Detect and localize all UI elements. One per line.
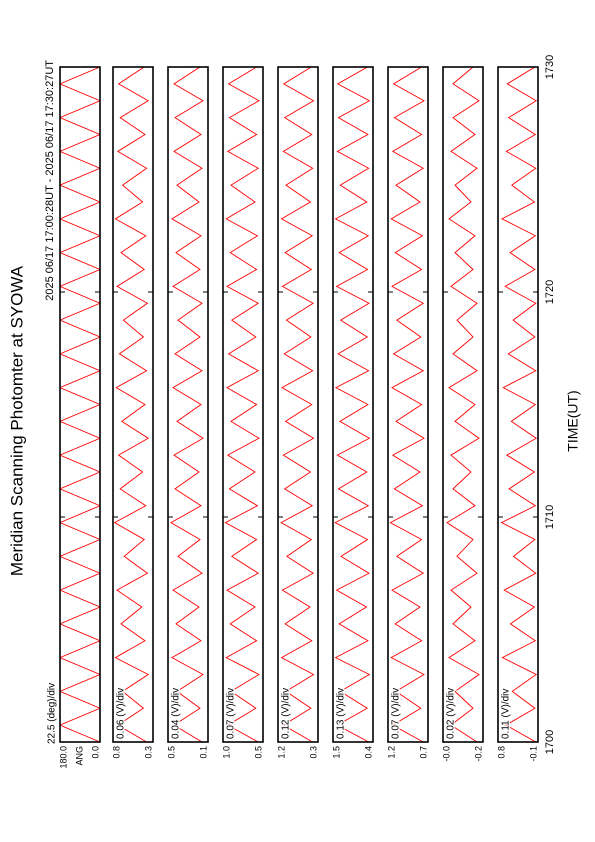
y-tick-label: 1.5: [331, 746, 341, 759]
scale-label: 22.5 (deg)/div: [47, 683, 58, 744]
y-tick-label: 0.3: [143, 746, 153, 759]
y-tick-label: 0.5: [166, 746, 176, 759]
trace: [58, 66, 102, 743]
x-axis-label: TIME(UT): [565, 390, 581, 451]
trace: [389, 66, 425, 743]
y-tick-label: 0.8: [496, 746, 506, 759]
panel-frame: [277, 66, 319, 743]
y-tick-label: -0.1: [528, 746, 538, 762]
y-tick-label: 1.2: [276, 746, 286, 759]
y-tick-label: 0.8: [111, 746, 121, 759]
scale-label: 0.07 (V)/div: [226, 688, 237, 739]
panel-frame: [59, 66, 101, 743]
x-tick-label: 1710: [544, 505, 556, 529]
y-tick-label: 0.7: [418, 746, 428, 759]
y-tick-label: 0.5: [253, 746, 263, 759]
trace: [334, 66, 371, 743]
y-tick-label: 0.0: [90, 746, 100, 759]
trace: [500, 66, 538, 743]
panel-frame: [167, 66, 209, 743]
y-tick-label: 0.1: [198, 746, 208, 759]
trace: [280, 66, 315, 743]
scale-label: 0.12 (V)/div: [281, 688, 292, 739]
panel-frame: [222, 66, 264, 743]
scale-label: 0.11 (V)/div: [501, 689, 512, 739]
panel-frame: [112, 66, 154, 743]
trace: [446, 66, 480, 743]
trace: [113, 66, 150, 743]
x-tick-label: 1700: [544, 730, 556, 754]
x-tick-label: 1720: [544, 280, 556, 304]
y-tick-label: 0.3: [308, 746, 318, 759]
x-tick-label: 1730: [544, 55, 556, 79]
chart-title: Meridian Scanning Photomter at SYOWA: [7, 265, 26, 576]
trace: [224, 66, 260, 743]
y-tick-label: 1.0: [221, 746, 231, 759]
panel-frame: [442, 66, 484, 743]
scale-label: 0.06 (V)/div: [116, 688, 127, 739]
panel-frame: [497, 66, 539, 743]
time-range: 2025 06/17 17:00:28UT - 2025 06/17 17:30…: [44, 60, 56, 301]
trace: [170, 66, 204, 743]
panel-frame: [387, 66, 429, 743]
y-tick-label: 1.2: [386, 746, 396, 759]
rotated-plot: Meridian Scanning Photomter at SYOWA 202…: [7, 55, 580, 769]
y-tick-label: 180.0: [58, 746, 68, 769]
scale-label: 0.13 (V)/div: [336, 688, 347, 739]
y-tick-label: 0.4: [363, 746, 373, 759]
y-tick-label: -0.0: [441, 746, 451, 762]
scale-label: 0.04 (V)/div: [171, 688, 182, 739]
y-axis-label: ANG: [74, 746, 84, 766]
panel-frame: [332, 66, 374, 743]
scale-label: 0.02 (V)/div: [446, 688, 457, 739]
scale-label: 0.07 (V)/div: [391, 688, 402, 739]
y-tick-label: -0.2: [473, 746, 483, 762]
